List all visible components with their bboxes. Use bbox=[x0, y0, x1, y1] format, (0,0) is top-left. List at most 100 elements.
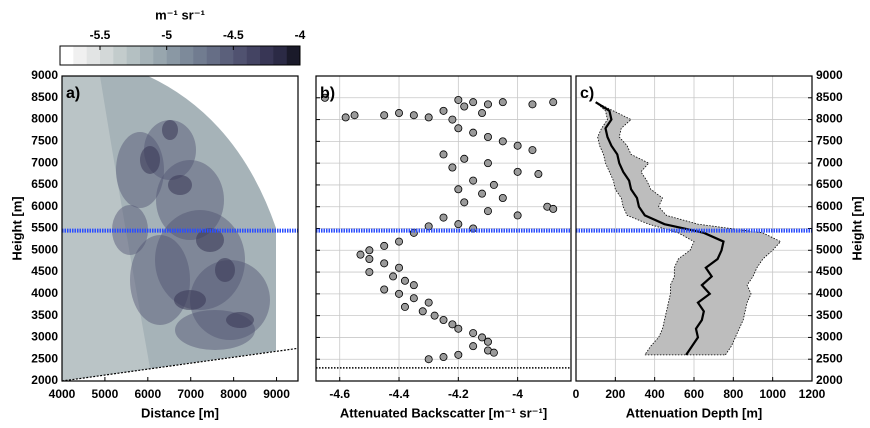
y-tick-label: 9000 bbox=[31, 68, 58, 82]
y-tick-label: 5500 bbox=[816, 221, 843, 235]
axes-frame bbox=[315, 75, 572, 382]
scatter-point bbox=[513, 141, 522, 150]
scatter-point bbox=[365, 254, 374, 263]
scatter-point bbox=[320, 93, 329, 102]
scatter-point bbox=[483, 132, 492, 141]
x-tick-label: 200 bbox=[605, 387, 625, 401]
colorbar-swatch bbox=[260, 46, 274, 65]
scatter-point bbox=[424, 113, 433, 122]
scatter-point bbox=[513, 167, 522, 176]
scatter-point bbox=[460, 198, 469, 207]
x-tick-label: 4000 bbox=[49, 387, 76, 401]
scatter-point bbox=[380, 285, 389, 294]
scatter-point bbox=[395, 289, 404, 298]
panel: -4.6 -4.4 -4.2 -4 b) Attenuated Backscatter [… bbox=[315, 75, 572, 420]
scatter-point bbox=[448, 320, 457, 329]
scatter-point bbox=[489, 180, 498, 189]
scatter-point bbox=[409, 294, 418, 303]
scatter-point bbox=[395, 263, 404, 272]
colorbar-swatch bbox=[273, 46, 287, 65]
x-axis-label: Attenuation Depth [m] bbox=[626, 405, 762, 420]
x-axis-label: Distance [m] bbox=[141, 405, 219, 420]
x-tick-label: 400 bbox=[645, 387, 665, 401]
y-tick-label: 2000 bbox=[31, 373, 58, 387]
panel: 4000 5000 6000 7000 8000 9000 2000 2500 3000 3500… bbox=[9, 68, 299, 420]
x-tick-label: -4.4 bbox=[389, 387, 410, 401]
colorbar-swatch bbox=[206, 46, 221, 65]
scatter-point bbox=[469, 342, 478, 351]
y-tick-label: 2500 bbox=[816, 351, 843, 365]
scatter-point bbox=[460, 102, 469, 111]
beam-line bbox=[61, 347, 299, 382]
scatter-point bbox=[513, 211, 522, 220]
colorbar-swatch bbox=[246, 46, 261, 65]
scatter-point bbox=[395, 237, 404, 246]
colorbar-swatch bbox=[180, 46, 194, 65]
y-tick-label: 6000 bbox=[816, 199, 843, 213]
scatter-point bbox=[483, 100, 492, 109]
colorbar-swatch bbox=[220, 46, 234, 65]
colorbar-swatch bbox=[153, 46, 167, 65]
scatter-point bbox=[365, 246, 374, 255]
x-tick-label: 0 bbox=[573, 387, 580, 401]
scatter-point bbox=[460, 154, 469, 163]
colorbar-swatch bbox=[193, 46, 207, 65]
y-tick-label: 2500 bbox=[31, 351, 58, 365]
y-tick-label: 3500 bbox=[31, 308, 58, 322]
scatter-point bbox=[439, 150, 448, 159]
scatter-point bbox=[454, 350, 463, 359]
x-tick-label: -4.2 bbox=[448, 387, 469, 401]
scatter-point bbox=[439, 353, 448, 362]
y-tick-label: 8000 bbox=[816, 112, 843, 126]
scatter-point bbox=[469, 128, 478, 137]
scatter-point bbox=[389, 272, 398, 281]
y-tick-label: 3000 bbox=[816, 330, 843, 344]
scatter-point bbox=[395, 109, 404, 118]
scatter-point bbox=[380, 259, 389, 268]
scatter-point bbox=[483, 337, 492, 346]
y-tick-label: 3000 bbox=[31, 330, 58, 344]
scatter-point bbox=[478, 109, 487, 118]
backscatter-core bbox=[162, 120, 178, 140]
scatter-point bbox=[483, 159, 492, 168]
y-tick-label: 5000 bbox=[816, 242, 843, 256]
colorbar-swatch bbox=[126, 46, 141, 65]
scatter-point bbox=[424, 355, 433, 364]
colorbar-swatch bbox=[73, 46, 87, 65]
y-tick-label: 4000 bbox=[816, 286, 843, 300]
scatter-point bbox=[400, 302, 409, 311]
y-tick-label: 4500 bbox=[31, 264, 58, 278]
colorbar-tick-label: -5 bbox=[161, 28, 172, 42]
x-tick-label: 8000 bbox=[220, 387, 247, 401]
lidar-sector-near bbox=[62, 76, 150, 381]
scatter-point bbox=[409, 281, 418, 290]
scatter-point bbox=[549, 204, 558, 213]
y-tick-label: 8000 bbox=[31, 112, 58, 126]
scatter-point bbox=[549, 98, 558, 107]
scatter-point bbox=[454, 185, 463, 194]
scatter-point bbox=[528, 100, 537, 109]
colorbar-tick-label: -5.5 bbox=[90, 28, 111, 42]
mean-line bbox=[595, 101, 725, 356]
scatter-point bbox=[350, 111, 359, 120]
colorbar-swatch bbox=[113, 46, 127, 65]
axes-frame bbox=[575, 75, 813, 382]
scatter-point bbox=[534, 170, 543, 179]
scatter-point bbox=[469, 176, 478, 185]
y-axis-label: Height [m] bbox=[849, 196, 864, 260]
scatter-point bbox=[380, 111, 389, 120]
backscatter-core bbox=[226, 312, 254, 328]
y-tick-label: 6500 bbox=[31, 177, 58, 191]
y-tick-label: 8500 bbox=[816, 90, 843, 104]
panel-label: b) bbox=[320, 85, 335, 102]
x-axis-label: Attenuated Backscatter [m⁻¹ sr⁻¹] bbox=[340, 405, 547, 420]
scatter-point bbox=[418, 307, 427, 316]
scatter-point bbox=[498, 137, 507, 146]
scatter-point bbox=[454, 324, 463, 333]
colorbar-tick-label: -4 bbox=[295, 28, 306, 42]
colorbar-swatch bbox=[166, 46, 181, 65]
y-tick-label: 5000 bbox=[31, 242, 58, 256]
x-tick-label: 9000 bbox=[263, 387, 290, 401]
